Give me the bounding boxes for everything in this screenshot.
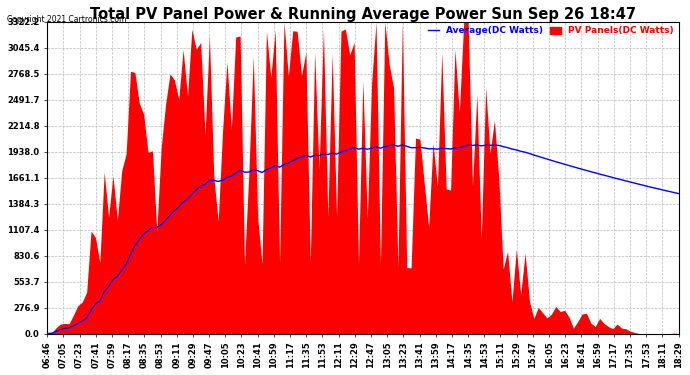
Text: Copyright 2021 Cartronics.com: Copyright 2021 Cartronics.com: [7, 15, 126, 24]
Legend: Average(DC Watts), PV Panels(DC Watts): Average(DC Watts), PV Panels(DC Watts): [428, 27, 674, 36]
Title: Total PV Panel Power & Running Average Power Sun Sep 26 18:47: Total PV Panel Power & Running Average P…: [90, 7, 636, 22]
